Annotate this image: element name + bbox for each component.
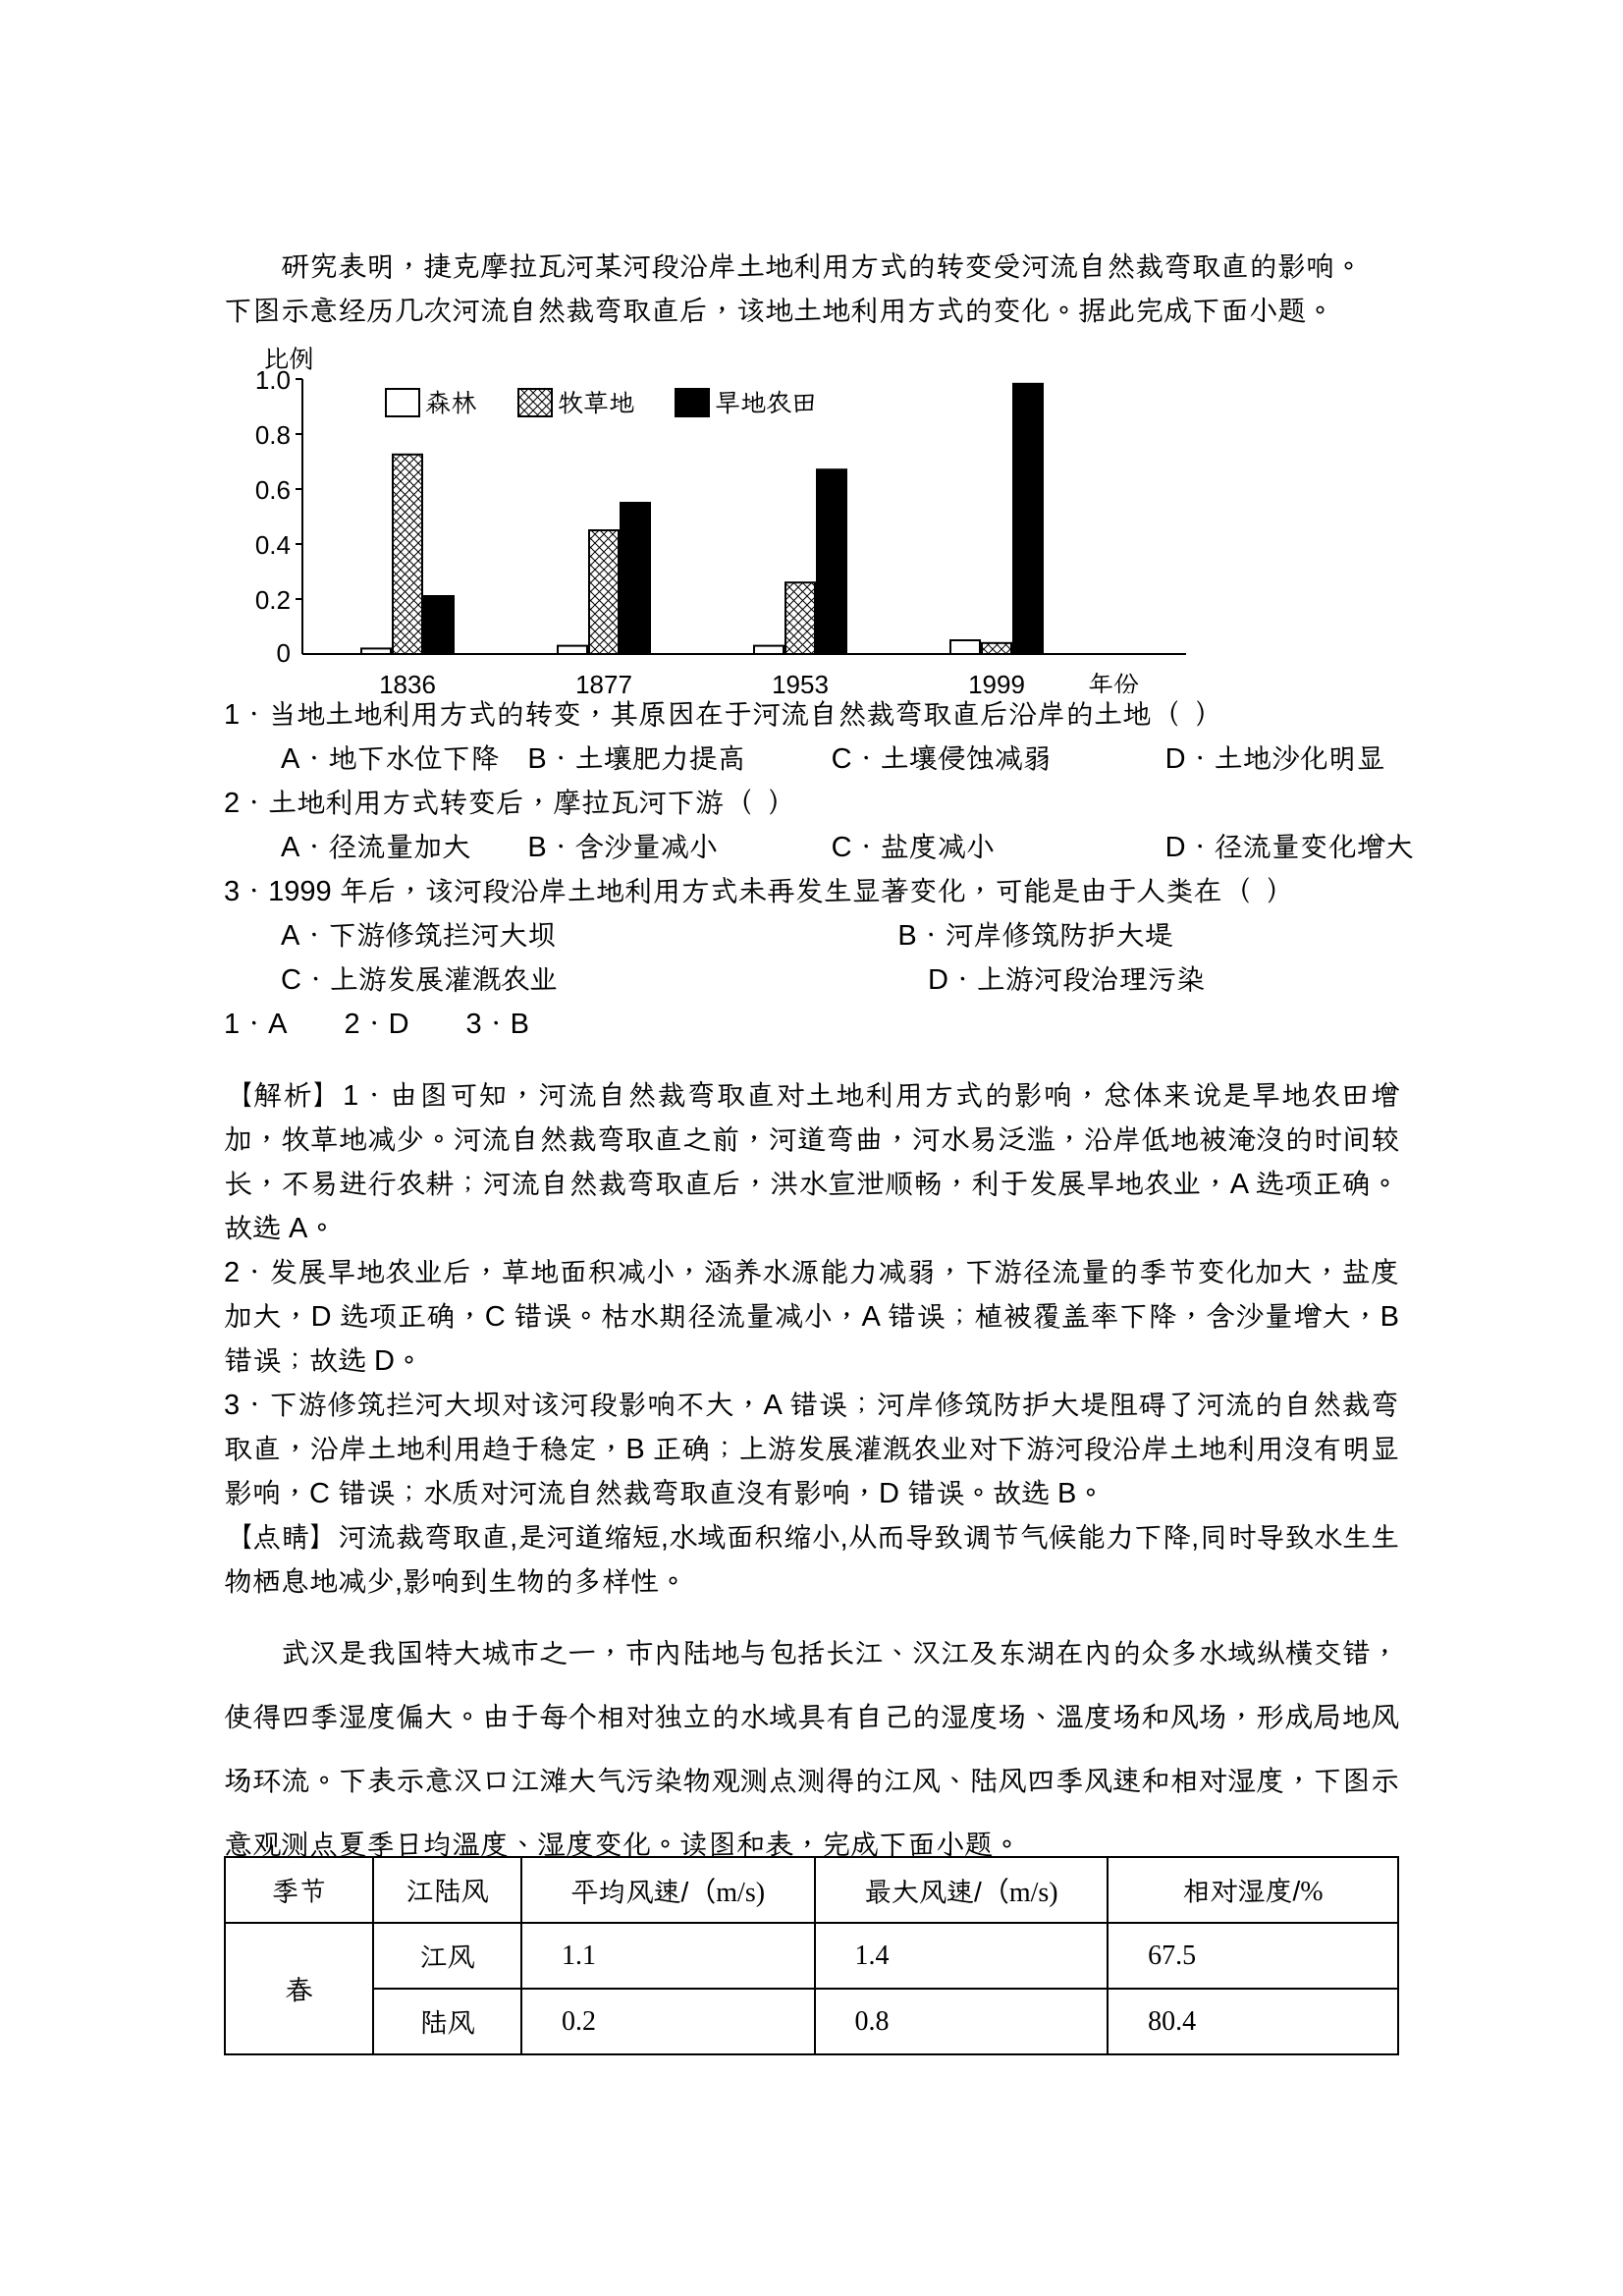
svg-text:0.8: 0.8 xyxy=(255,420,291,450)
svg-text:1877: 1877 xyxy=(575,670,632,693)
svg-text:0: 0 xyxy=(277,638,291,668)
svg-text:0.6: 0.6 xyxy=(255,475,291,505)
svg-text:1836: 1836 xyxy=(379,670,436,693)
svg-text:森林: 森林 xyxy=(425,386,476,419)
svg-text:0.2: 0.2 xyxy=(255,585,291,615)
svg-text:比例: 比例 xyxy=(263,342,314,375)
svg-text:1953: 1953 xyxy=(772,670,829,693)
svg-text:旱地农田: 旱地农田 xyxy=(715,386,817,419)
svg-text:牧草地: 牧草地 xyxy=(558,386,634,419)
svg-text:0.4: 0.4 xyxy=(255,530,291,560)
svg-text:年份: 年份 xyxy=(1088,668,1139,693)
svg-text:1999: 1999 xyxy=(968,670,1025,693)
